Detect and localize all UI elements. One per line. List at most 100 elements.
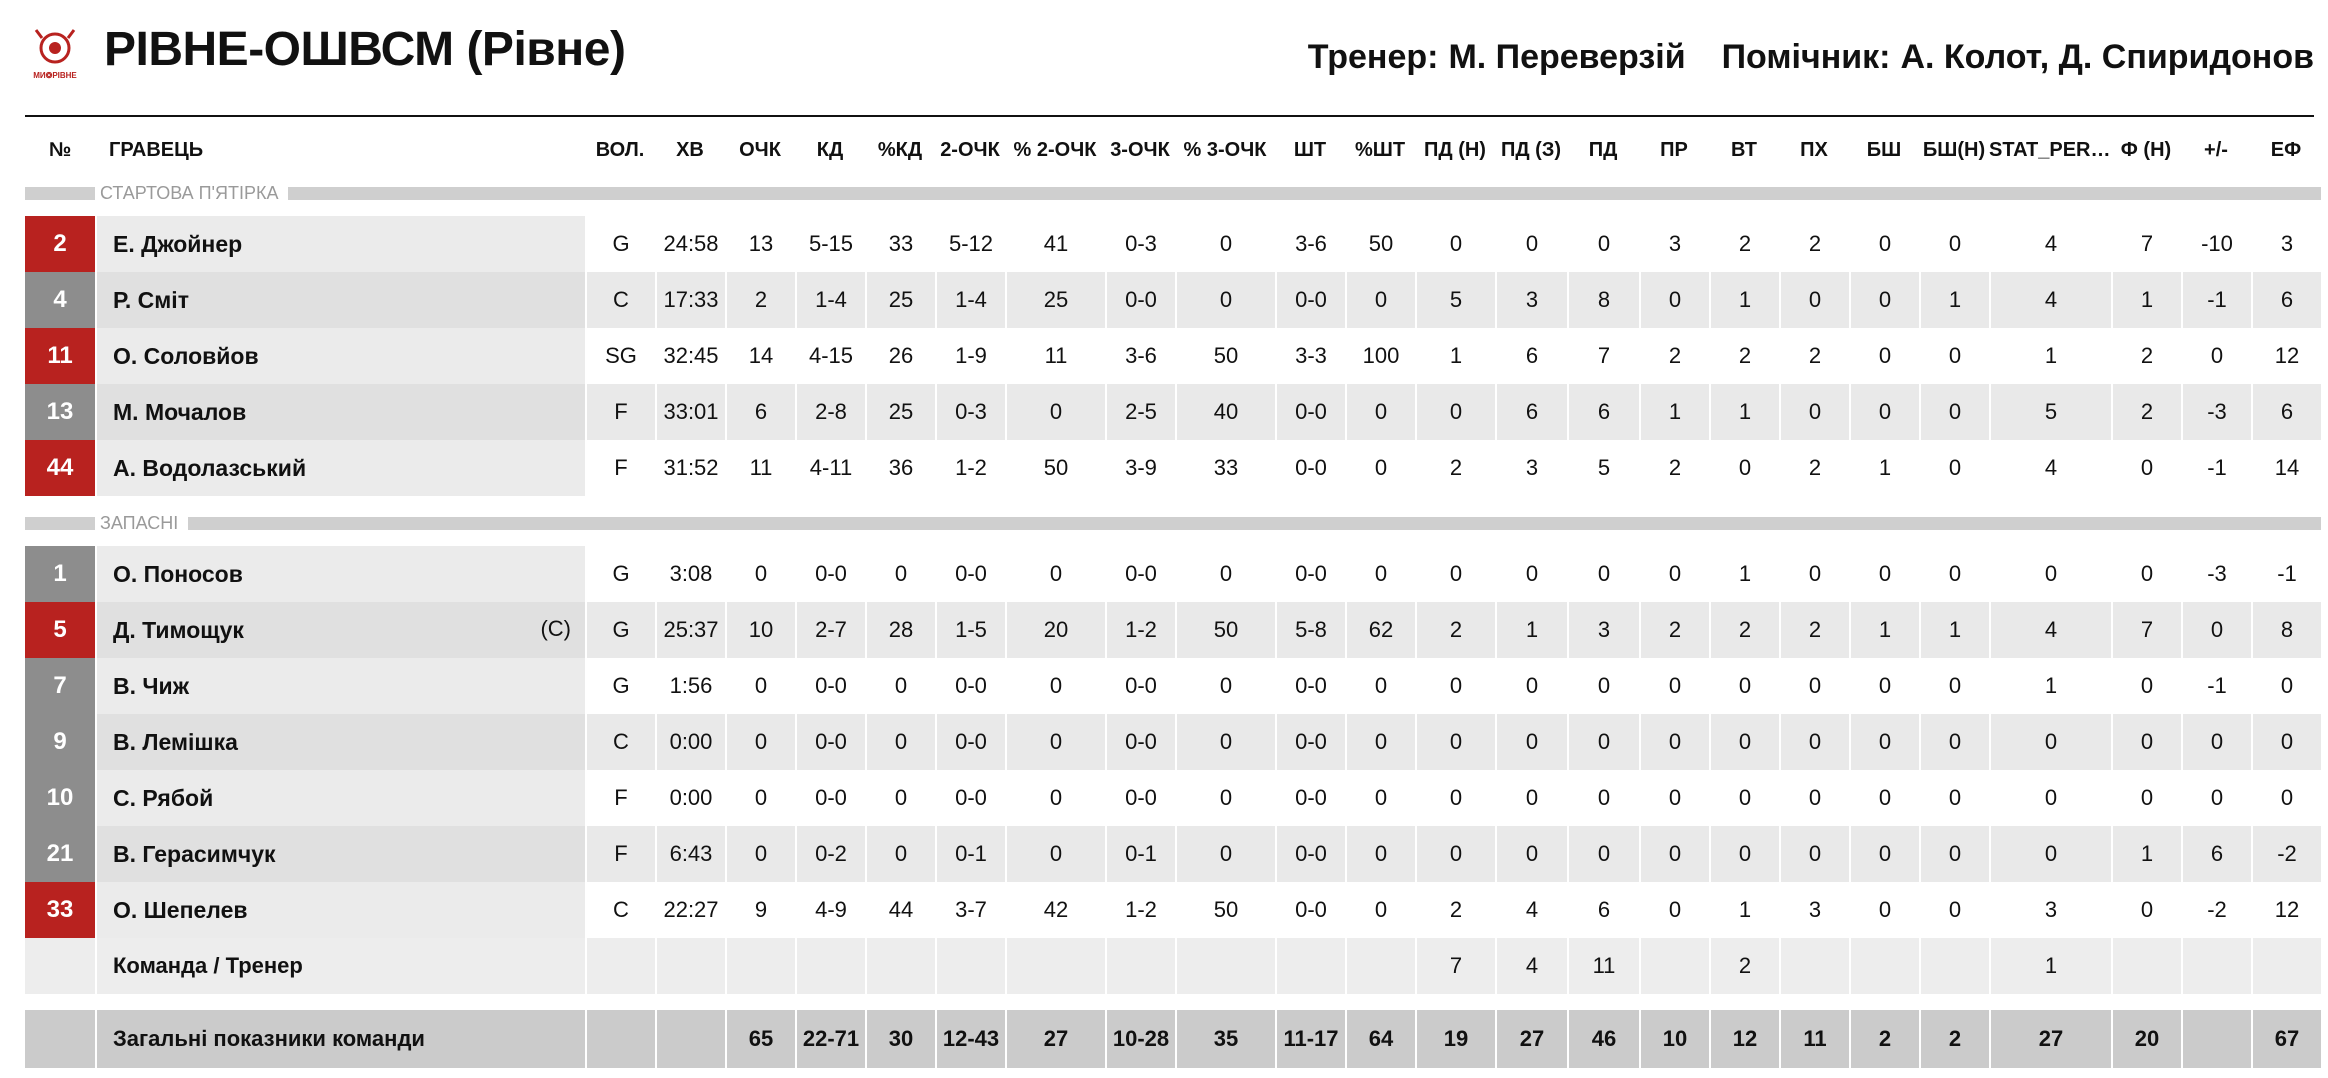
stat-min: 0:00 xyxy=(655,770,725,826)
player-name[interactable]: С. Рябой xyxy=(113,784,214,811)
player-name[interactable]: Р. Сміт xyxy=(113,286,189,313)
player-row[interactable]: 11 О. Соловйов SG 32:45 14 4-15 26 1-9 11 3-6 50 3-… xyxy=(25,328,2321,384)
section-label: ЗАПАСНІ xyxy=(100,512,185,530)
col-header-blk[interactable]: БШ xyxy=(1866,138,1902,161)
player-name-link[interactable]: М. Мочалов xyxy=(95,384,585,440)
col-header-player[interactable]: ГРАВЕЦЬ xyxy=(109,138,204,161)
player-row[interactable]: 1 О. Поносов G 3:08 0 0-0 0 0-0 0 0-0 0 0-0 0 0 0 0 0 1 0 0… xyxy=(25,546,2321,602)
player-name-link[interactable]: С. Рябой xyxy=(95,770,585,826)
col-header-stl[interactable]: ВТ xyxy=(1731,138,1757,161)
player-name[interactable]: В. Герасимчук xyxy=(113,840,276,867)
col-header-pos[interactable]: ВОЛ. xyxy=(595,138,645,161)
stat-eff: -2 xyxy=(2251,826,2321,882)
player-row[interactable]: 10 С. Рябой F 0:00 0 0-0 0 0-0 0 0-0 0 0-0 0 0 0 0 0 0 0 0 0… xyxy=(25,770,2321,826)
col-header-pf[interactable]: STAT_PERSONAL_FOULS xyxy=(1989,138,2111,161)
stat-pts xyxy=(725,938,795,994)
col-header-p3-pct[interactable]: % 3-ОЧК xyxy=(1183,138,1267,161)
col-header-fd[interactable]: Ф (Н) xyxy=(2120,138,2172,161)
col-header-fg[interactable]: КД xyxy=(816,138,844,161)
col-header-blka[interactable]: БШ(Н) xyxy=(1922,138,1986,161)
stat-stl: 0 xyxy=(1709,770,1779,826)
col-header-oreb[interactable]: ПД (Н) xyxy=(1424,138,1486,161)
stat-fg-pct xyxy=(865,938,935,994)
player-name[interactable]: В. Чиж xyxy=(113,672,189,699)
stat-ft: 3-3 xyxy=(1275,328,1345,384)
stat-p2: 1-4 xyxy=(935,272,1005,328)
stat-ft: 3-6 xyxy=(1275,216,1345,272)
assistant-names: А. Колот, Д. Спиридонов xyxy=(1900,38,2314,76)
player-name[interactable]: В. Лемішка xyxy=(113,728,238,755)
stat-dreb: 3 xyxy=(1495,272,1567,328)
col-header-min[interactable]: ХВ xyxy=(676,138,704,161)
player-name-link[interactable]: О. Поносов xyxy=(95,546,585,602)
col-header-ft[interactable]: ШТ xyxy=(1293,138,1327,161)
player-name-link[interactable]: О. Соловйов xyxy=(95,328,585,384)
player-name[interactable]: Е. Джойнер xyxy=(113,230,243,257)
col-header-tov[interactable]: ПХ xyxy=(1800,138,1828,161)
stat-ft-pct: 62 xyxy=(1345,602,1415,658)
player-name[interactable]: О. Соловйов xyxy=(113,342,259,369)
col-header-plus-minus[interactable]: +/- xyxy=(2204,138,2228,161)
stat-eff: 67 xyxy=(2251,1010,2321,1068)
stat-p2: 1-5 xyxy=(935,602,1005,658)
col-header-ft-pct[interactable]: %ШТ xyxy=(1354,138,1406,161)
col-header-fg-pct[interactable]: %КД xyxy=(877,138,923,161)
stat-fg-pct: 0 xyxy=(865,770,935,826)
col-header-eff[interactable]: ЕФ xyxy=(2270,138,2302,161)
stat-pos xyxy=(585,938,655,994)
col-header-ast[interactable]: ПР xyxy=(1660,138,1688,161)
stat-pts: 65 xyxy=(725,1010,795,1068)
stat-plus-minus: -1 xyxy=(2181,440,2251,496)
stat-p3-pct: 35 xyxy=(1175,1010,1275,1068)
player-name-link[interactable]: В. Герасимчук xyxy=(95,826,585,882)
player-name-link[interactable]: Е. Джойнер xyxy=(95,216,585,272)
stat-p2: 0-1 xyxy=(935,826,1005,882)
player-name[interactable]: М. Мочалов xyxy=(113,398,247,425)
player-name-link[interactable]: О. Шепелев xyxy=(95,882,585,938)
player-row[interactable]: 7 В. Чиж G 1:56 0 0-0 0 0-0 0 0-0 0 0-0 0 0 0 0 0 0 0 0 0 1 0-… xyxy=(25,658,2321,714)
stat-blk: 0 xyxy=(1849,328,1919,384)
stat-plus-minus: 0 xyxy=(2181,602,2251,658)
player-name[interactable]: О. Поносов xyxy=(113,560,243,587)
player-row[interactable]: 9 В. Лемішка C 0:00 0 0-0 0 0-0 0 0-0 0 0-0 0 0 0 0 0 0 0 0… xyxy=(25,714,2321,770)
col-header-number[interactable]: № xyxy=(48,138,72,161)
player-name[interactable]: А. Водолазський xyxy=(113,454,307,481)
player-row[interactable]: 21 В. Герасимчук F 6:43 0 0-2 0 0-1 0 0-1 0 0-0 0 0 0 0… xyxy=(25,826,2321,882)
empty-cell xyxy=(25,1010,95,1068)
stat-fg: 2-7 xyxy=(795,602,865,658)
col-header-dreb[interactable]: ПД (З) xyxy=(1500,138,1562,161)
stat-min: 33:01 xyxy=(655,384,725,440)
player-row[interactable]: 44 А. Водолазський F 31:52 11 4-11 36 1-2 50 3-9 3… xyxy=(25,440,2321,496)
col-header-p2[interactable]: 2-ОЧК xyxy=(940,138,1000,161)
player-number: 44 xyxy=(25,440,95,496)
player-row[interactable]: 5 Д. Тимощук (C) G 25:37 10 2-7 28 1-5 20 1-2 50 5-8… xyxy=(25,602,2321,658)
header-divider xyxy=(25,115,2314,117)
stat-p2-pct: 42 xyxy=(1005,882,1105,938)
col-header-p2-pct[interactable]: % 2-ОЧК xyxy=(1013,138,1097,161)
player-name[interactable]: Д. Тимощук xyxy=(113,616,244,643)
col-header-p3[interactable]: 3-ОЧК xyxy=(1110,138,1170,161)
player-row[interactable]: 13 М. Мочалов F 33:01 6 2-8 25 0-3 0 2-5 40 0-0 0 0 6 6… xyxy=(25,384,2321,440)
player-name-link[interactable]: В. Чиж xyxy=(95,658,585,714)
stat-oreb: 0 xyxy=(1415,384,1495,440)
player-name-link[interactable]: А. Водолазський xyxy=(95,440,585,496)
player-name-link[interactable]: Д. Тимощук (C) xyxy=(95,602,585,658)
team-header: МИ❂РІВНЕ РІВНЕ-ОШВСМ (Рівне) Тренер: М. П… xyxy=(0,0,2328,117)
col-header-pts[interactable]: ОЧК xyxy=(739,138,781,161)
player-row[interactable]: 4 Р. Сміт C 17:33 2 1-4 25 1-4 25 0-0 0 0-0 0 5 3 8 0 1 0 0… xyxy=(25,272,2321,328)
player-name[interactable]: О. Шепелев xyxy=(113,896,248,923)
player-row[interactable]: 33 О. Шепелев C 22:27 9 4-9 44 3-7 42 1-2 50 0-0 0 2 4… xyxy=(25,882,2321,938)
player-name-link[interactable]: В. Лемішка xyxy=(95,714,585,770)
stat-ast: 0 xyxy=(1639,826,1709,882)
stat-tov: 0 xyxy=(1779,658,1849,714)
stat-ft-pct: 50 xyxy=(1345,216,1415,272)
stat-fg-pct: 30 xyxy=(865,1010,935,1068)
stat-oreb: 0 xyxy=(1415,216,1495,272)
player-row[interactable]: 2 Е. Джойнер G 24:58 13 5-15 33 5-12 41 0-3 0 3-6 50… xyxy=(25,216,2321,272)
stat-plus-minus: -3 xyxy=(2181,384,2251,440)
col-header-reb[interactable]: ПД xyxy=(1588,138,1618,161)
stat-min: 3:08 xyxy=(655,546,725,602)
stat-ft: 0-0 xyxy=(1275,714,1345,770)
player-name-link[interactable]: Р. Сміт xyxy=(95,272,585,328)
stat-blk: 1 xyxy=(1849,440,1919,496)
